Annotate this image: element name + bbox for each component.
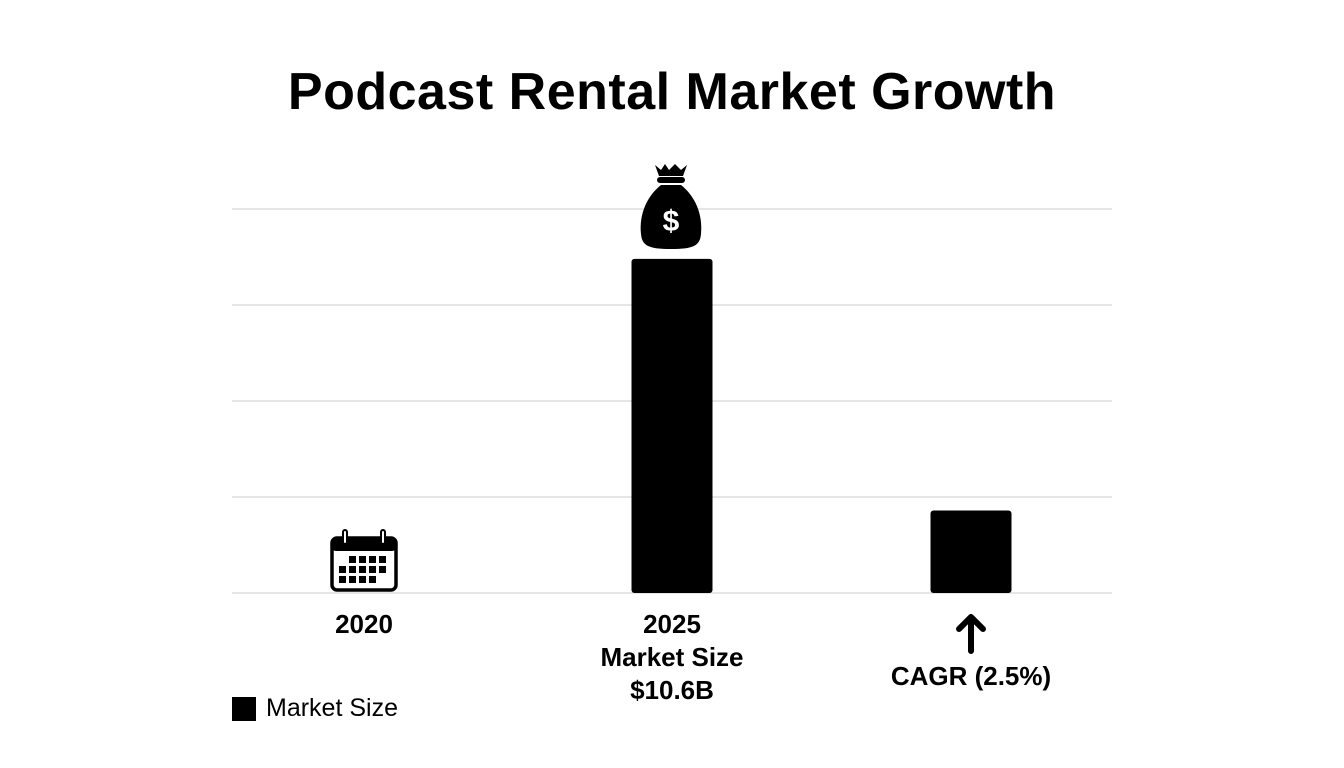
bar-2 bbox=[631, 258, 713, 593]
money-bag-icon: $ bbox=[640, 164, 702, 249]
x-tick-label-cagr: CAGR (2.5%) bbox=[890, 661, 1052, 691]
svg-text:$: $ bbox=[663, 205, 680, 238]
x-tick-label-2025: 2025 Market Size $10.6B bbox=[552, 608, 792, 707]
legend-label: Market Size bbox=[266, 694, 398, 722]
legend-swatch bbox=[232, 696, 256, 721]
x-tick-label-2025-year: 2025 bbox=[643, 609, 701, 639]
data-label-2025: $10.6B bbox=[630, 675, 714, 705]
legend: Market Size bbox=[232, 694, 398, 723]
x-tick-sublabel-market-size: Market Size bbox=[600, 642, 744, 672]
calendar-icon bbox=[330, 529, 398, 592]
x-tick-label-2020: 2020 bbox=[335, 609, 393, 639]
bar-3 bbox=[930, 510, 1012, 593]
chart-title: Podcast Rental Market Growth bbox=[287, 63, 1057, 121]
arrow-up-icon bbox=[956, 614, 986, 654]
